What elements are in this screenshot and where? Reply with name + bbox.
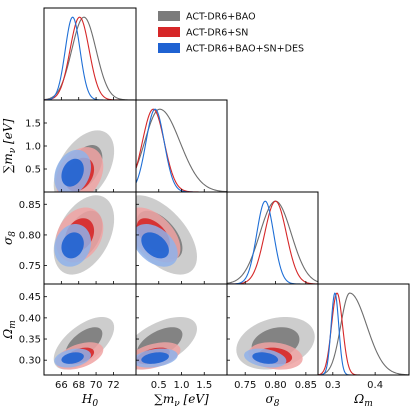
legend-swatch-1 bbox=[158, 27, 180, 37]
contour-panel-H0-sigma8 bbox=[53, 195, 115, 275]
x-tick-label-H0: 68 bbox=[72, 380, 85, 391]
y-tick-label-mnu: 0.5 bbox=[25, 165, 41, 176]
x-tick-label-mnu: 1.5 bbox=[196, 380, 212, 391]
y-axis-label-mnu: ∑mν [eV] bbox=[1, 118, 18, 173]
x-tick-label-omegam: 0.3 bbox=[325, 380, 341, 391]
contour-inner-2 bbox=[252, 352, 279, 364]
y-tick-label-omegam: 0.40 bbox=[19, 313, 41, 324]
y-tick-label-omegam: 0.35 bbox=[19, 335, 41, 346]
y-tick-label-omegam: 0.45 bbox=[19, 292, 41, 303]
contour-inner-2 bbox=[61, 158, 84, 187]
marginal-panel-mnu bbox=[136, 108, 227, 192]
contour-inner-2 bbox=[61, 352, 84, 364]
marginal-line-2 bbox=[318, 292, 409, 375]
marginal-line-0 bbox=[44, 16, 136, 100]
x-tick-label-H0: 66 bbox=[55, 380, 68, 391]
panel-frame-3-3 bbox=[317, 283, 410, 376]
y-tick-label-mnu: 1.0 bbox=[25, 142, 41, 153]
contour-panel-H0-mnu bbox=[53, 130, 115, 192]
panel-frame-2-2 bbox=[226, 191, 319, 285]
x-tick-label-omegam: 0.4 bbox=[367, 380, 383, 391]
marginal-line-2 bbox=[44, 16, 136, 100]
marginal-panel-omegam bbox=[318, 292, 409, 375]
y-tick-label-sigma8: 0.80 bbox=[19, 230, 41, 241]
marginal-line-2 bbox=[136, 108, 227, 192]
contour-panel-mnu-sigma8 bbox=[136, 195, 197, 275]
y-axis-label-omegam: Ωm bbox=[1, 320, 18, 340]
contour-panel-H0-omegam bbox=[53, 316, 115, 370]
y-tick-label-sigma8: 0.85 bbox=[19, 200, 41, 211]
x-tick-label-mnu: 1.0 bbox=[174, 380, 190, 391]
legend-swatch-0 bbox=[158, 11, 180, 21]
marginal-line-0 bbox=[318, 292, 409, 375]
x-tick-label-sigma8: 0.80 bbox=[264, 380, 286, 391]
x-axis-label-H0: H0 bbox=[81, 392, 98, 409]
x-tick-label-H0: 70 bbox=[90, 380, 103, 391]
contour-panel-sigma8-omegam bbox=[236, 316, 315, 370]
legend-label-0: ACT-DR6+BAO bbox=[186, 12, 256, 23]
x-tick-label-mnu: 0.5 bbox=[151, 380, 167, 391]
marginal-line-1 bbox=[227, 200, 318, 284]
y-tick-label-mnu: 1.5 bbox=[25, 119, 41, 130]
x-axis-label-mnu: ∑mν [eV] bbox=[154, 392, 209, 409]
y-tick-label-sigma8: 0.75 bbox=[19, 261, 41, 272]
contour-inner-2 bbox=[141, 352, 169, 364]
x-tick-label-sigma8: 0.75 bbox=[234, 380, 256, 391]
legend-swatch-2 bbox=[158, 43, 180, 53]
y-tick-label-omegam: 0.30 bbox=[19, 356, 41, 367]
contour-panel-mnu-omegam bbox=[136, 316, 197, 370]
marginal-line-1 bbox=[318, 292, 409, 375]
y-axis-label-sigma8: σ8 bbox=[1, 231, 18, 245]
x-tick-label-sigma8: 0.85 bbox=[295, 380, 317, 391]
x-axis-label-sigma8: σ8 bbox=[266, 392, 280, 409]
marginal-line-0 bbox=[227, 200, 318, 284]
contour-inner-2 bbox=[61, 232, 84, 259]
marginal-panel-sigma8 bbox=[227, 200, 318, 284]
x-axis-label-omegam: Ωm bbox=[353, 392, 373, 409]
legend-label-1: ACT-DR6+SN bbox=[186, 28, 248, 39]
marginal-line-2 bbox=[227, 200, 318, 284]
marginal-panel-H0 bbox=[44, 16, 136, 100]
legend-label-2: ACT-DR6+BAO+SN+DES bbox=[186, 44, 304, 55]
x-tick-label-H0: 72 bbox=[107, 380, 120, 391]
marginal-line-0 bbox=[136, 108, 227, 192]
contour-inner-2 bbox=[141, 232, 169, 259]
